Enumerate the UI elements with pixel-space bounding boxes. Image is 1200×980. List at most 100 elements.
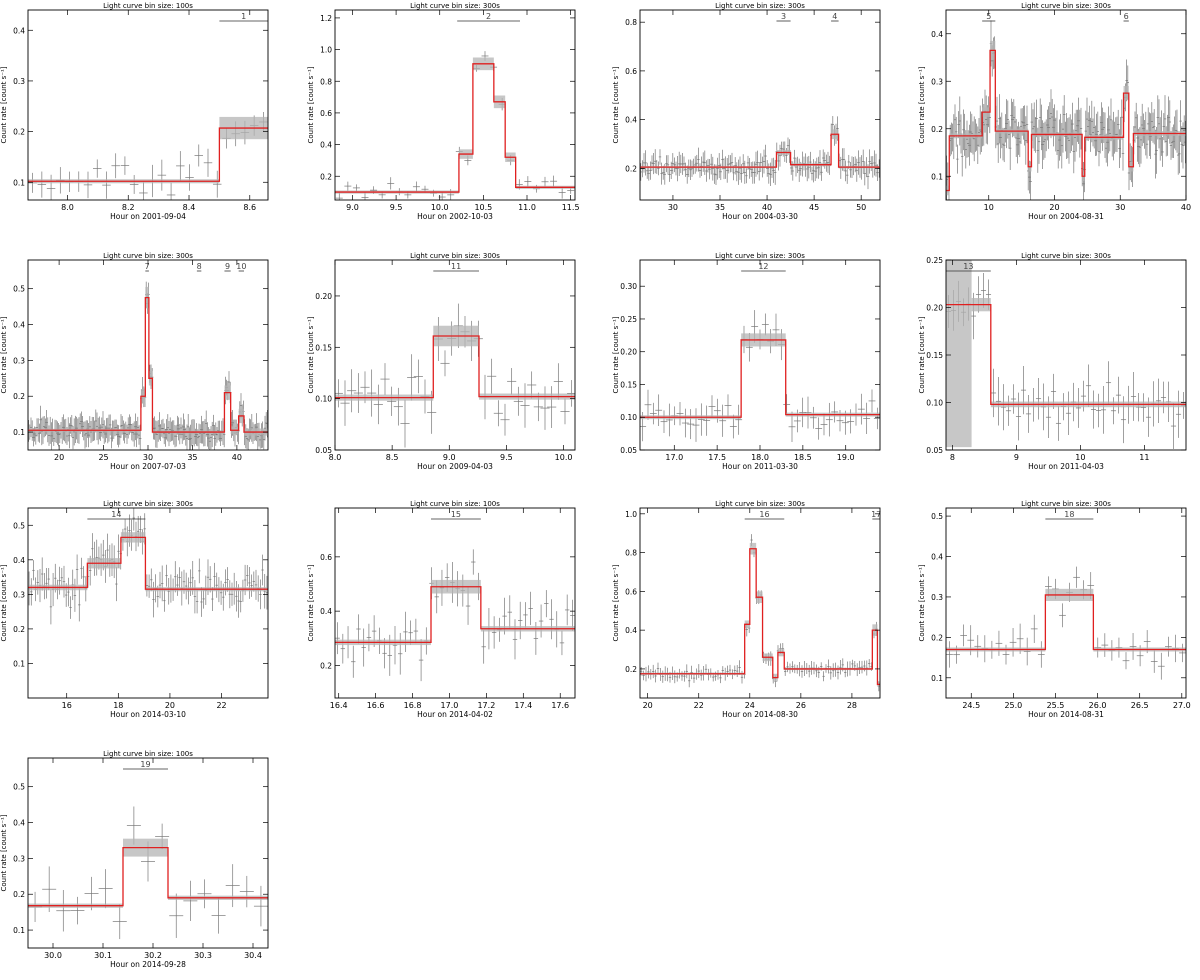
plot-area [28,508,268,625]
x-axis-label: Hour on 2009-04-03 [417,462,493,471]
x-tick-label: 30 [143,453,153,462]
y-tick-label: 0.05 [926,446,943,455]
y-tick-label: 0.4 [13,26,25,35]
panel-title: Light curve bin size: 300s [103,252,193,260]
x-tick-label: 20 [1049,203,1059,212]
y-axis-label: Count rate [count s⁻¹] [307,316,315,393]
x-tick-label: 8.4 [183,203,196,212]
x-tick-label: 30 [1115,203,1125,212]
x-axis-label: Hour on 2001-09-04 [110,212,186,221]
x-tick-label: 8.0 [61,203,74,212]
x-tick-label: 18 [113,701,123,710]
x-tick-label: 40 [232,453,242,462]
light-curve-panel-4: 5 6 10 20 30 40 0.1 0.2 0.3 0.4 Light curve bin si… [918,2,1191,221]
light-curve-panel-6: 11 8.0 8.5 9.0 9.5 10.0 0.05 0.10 0.15 0.20 Light … [307,252,576,471]
x-tick-label: 17.4 [514,701,532,710]
panel-title: Light curve bin size: 300s [1021,500,1111,508]
x-axis-label: Hour on 2011-04-03 [1028,462,1104,471]
y-tick-label: 0.4 [320,141,332,150]
plot-area [640,116,880,190]
flare-label: 3 [781,12,786,21]
x-tick-label: 9.5 [390,203,403,212]
bayesian-block-line [28,127,268,182]
flare-label: 7 [145,262,150,271]
bayesian-block-line [640,548,880,686]
y-tick-label: 0.4 [625,626,637,635]
y-axis-label: Count rate [count s⁻¹] [918,66,926,143]
y-tick-label: 0.5 [931,512,943,521]
x-tick-label: 30.4 [244,951,262,960]
flare-label: 16 [759,510,769,519]
light-curve-panel-1: 1 8.0 8.2 8.4 8.6 0.1 0.2 0.3 0.4 Light curve bin… [0,2,269,221]
flare-label: 12 [758,262,768,271]
y-axis-label: Count rate [count s⁻¹] [307,564,315,641]
axes-frame [945,9,1187,201]
panel-title: Light curve bin size: 300s [103,500,193,508]
y-tick-label: 0.8 [320,77,332,86]
x-axis-label: Hour on 2014-04-02 [417,710,493,719]
bayesian-block-line [946,49,1186,192]
y-tick-label: 0.2 [13,392,25,401]
y-tick-label: 0.15 [315,343,332,352]
flare-label: 13 [963,262,973,271]
light-curve-panel-11: 16 17 20 22 24 26 28 0.2 0.4 0.6 0.8 1.0 Light curve… [612,500,881,719]
bayesian-block-line [335,335,575,399]
panel-title: Light curve bin size: 300s [715,2,805,10]
x-tick-label: 10.0 [555,453,573,462]
y-axis-label: Count rate [count s⁻¹] [612,66,620,143]
x-tick-label: 10 [1075,453,1085,462]
y-tick-label: 0.6 [625,67,637,76]
x-tick-label: 16.4 [330,701,348,710]
y-tick-label: 0.4 [931,553,943,562]
light-curve-panel-2: 2 9.0 9.5 10.0 10.5 11.0 11.5 0.2 0.4 0.6 0.8 1.0 1.… [307,2,580,221]
y-tick-label: 1.2 [320,14,332,23]
bayesian-block-line [28,296,268,433]
bayesian-block-line [335,63,575,193]
plot-area [335,303,575,448]
y-tick-label: 0.4 [320,607,332,616]
y-tick-label: 0.20 [315,292,332,301]
x-tick-label: 50 [856,203,866,212]
x-tick-label: 28 [847,701,857,710]
plot-area [640,310,880,443]
plot-area [946,260,1186,449]
y-tick-label: 0.4 [13,819,25,828]
y-axis-label: Count rate [count s⁻¹] [307,66,315,143]
y-tick-label: 0.2 [625,164,637,173]
block-uncertainty-band [946,260,972,448]
y-tick-label: 0.20 [926,304,943,313]
light-curve-panel-9: 14 16 18 20 22 0.1 0.2 0.3 0.4 0.5 Light curve bin… [0,500,269,719]
flare-label: 1 [241,12,246,21]
light-curve-panel-8: 13 8 9 10 11 0.05 0.10 0.15 0.20 0.25 Light curve … [918,252,1187,471]
x-tick-label: 16.8 [404,701,422,710]
x-axis-label: Hour on 2011-03-30 [722,462,798,471]
x-axis-label: Hour on 2014-08-30 [722,710,798,719]
bayesian-block-line [335,586,575,644]
x-tick-label: 17.6 [551,701,569,710]
flare-label: 18 [1064,510,1074,519]
x-tick-label: 22 [216,701,226,710]
axes-frame [334,507,576,699]
flare-label: 9 [225,262,230,271]
y-tick-label: 0.30 [620,282,637,291]
x-tick-label: 40 [762,203,772,212]
x-tick-label: 8.6 [243,203,256,212]
y-axis-label: Count rate [count s⁻¹] [0,66,8,143]
light-curve-panel-10: 15 16.4 16.6 16.8 17.0 17.2 17.4 17.6 0.2 0.4 0.6 L… [307,500,576,719]
y-tick-label: 0.1 [13,659,25,668]
x-axis-label: Hour on 2004-03-30 [722,212,798,221]
x-tick-label: 9 [1014,453,1019,462]
axes-frame [639,259,881,451]
x-tick-label: 27.0 [1173,701,1191,710]
x-tick-label: 9.0 [443,453,456,462]
flare-label: 8 [197,262,202,271]
x-tick-label: 20 [165,701,175,710]
y-tick-label: 0.8 [625,18,637,27]
flare-label: 4 [832,12,837,21]
y-axis-label: Count rate [count s⁻¹] [918,316,926,393]
panel-title: Light curve bin size: 300s [715,252,805,260]
y-axis-label: Count rate [count s⁻¹] [918,564,926,641]
y-tick-label: 0.2 [320,172,332,181]
y-tick-label: 0.4 [13,556,25,565]
y-tick-label: 0.1 [931,674,943,683]
